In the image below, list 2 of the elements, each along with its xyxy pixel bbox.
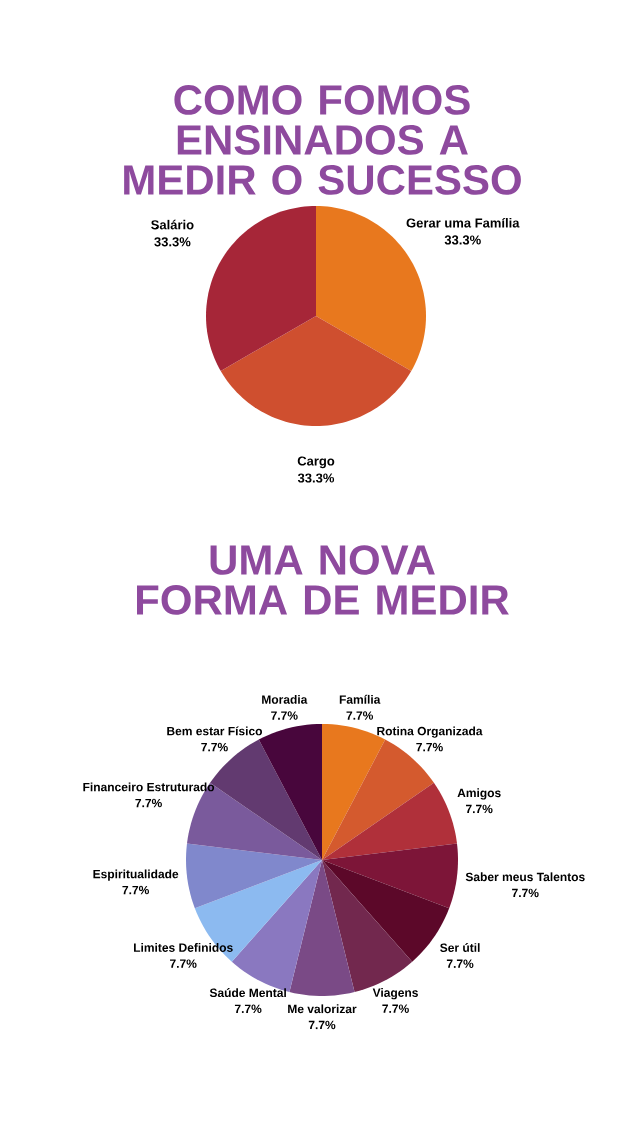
chart-title: UMA NOVA FORMA DE MEDIR [137, 545, 509, 615]
chart-title: COMO FOMOS ENSINADOS A MEDIR O SUCESSO [124, 85, 521, 195]
